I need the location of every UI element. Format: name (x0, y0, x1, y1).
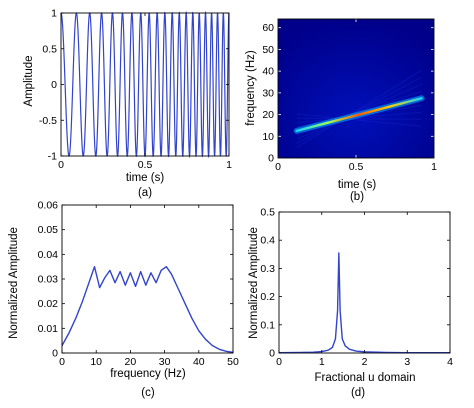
pa-x-tick-label: 1 (226, 159, 232, 171)
panel-c-y-ticks: 0 0.01 0.02 0.03 0.04 0.05 0.06 (38, 200, 59, 360)
panel-c-x-ticks: 0 10 20 30 40 50 (59, 356, 239, 368)
pa-y-tick-label: 0 (51, 79, 57, 91)
pa-x-tick-label: 0.5 (138, 159, 153, 171)
panel-d-y-label: Normalized Amplitude (248, 227, 260, 339)
panel-b-x-label: time (s) (338, 179, 377, 191)
pc-x-tick-label: 0 (59, 356, 65, 368)
pb-axes-frame (277, 18, 435, 159)
pb-y-tick-label: 50 (262, 44, 274, 56)
panel-a-plot-area (60, 10, 230, 159)
pb-x-tick-label: 1 (431, 161, 437, 173)
pd-x-tick-label: 4 (447, 356, 453, 368)
pa-axes-frame (60, 12, 230, 157)
panel-a-label: (a) (138, 187, 152, 199)
panel-c-y-label: Normalized Amplitude (8, 227, 20, 339)
pd-y-tick-label: 0.4 (260, 235, 275, 247)
panel-b-y-label: frequency (Hz) (245, 50, 257, 126)
pb-y-tick-label: 60 (262, 22, 274, 34)
pc-x-tick-label: 40 (193, 356, 205, 368)
pd-x-tick-label: 0 (276, 356, 282, 368)
pc-x-tick-label: 50 (227, 356, 239, 368)
panel-a: -1-0.500.51 0 0.5 1 Amplitude time (s) (a) (23, 8, 232, 200)
pc-x-tick-label: 20 (125, 356, 137, 368)
pa-y-tick-label: -0.5 (39, 115, 57, 127)
pd-y-tick-label: 0.2 (260, 291, 275, 303)
pc-y-tick-label: 0 (52, 348, 58, 360)
pc-axes-frame (61, 204, 234, 354)
panel-c: 0 0.01 0.02 0.03 0.04 0.05 0.06 0 10 20 30 40 50 No… (8, 200, 239, 400)
panel-b-ridge (295, 97, 423, 133)
pc-y-tick-label: 0.02 (38, 298, 59, 310)
pd-axes-frame (278, 211, 451, 354)
pc-y-tick-label: 0.05 (38, 224, 59, 236)
panel-b-interference-line (296, 76, 422, 144)
pa-y-tick-label: 0.5 (42, 43, 57, 55)
pc-x-tick-label: 30 (159, 356, 171, 368)
panel-d-x-label: Fractional u domain (315, 372, 416, 384)
pb-y-tick-label: 40 (262, 66, 274, 78)
panel-b-y-ticks: 0 10 20 30 40 50 60 (262, 22, 274, 164)
panel-a-y-label: Amplitude (23, 55, 35, 106)
panel-c-label: (c) (141, 387, 155, 399)
panel-a-series-line (60, 10, 230, 159)
pb-y-tick-label: 30 (262, 87, 274, 99)
pd-y-tick-label: 0.1 (260, 319, 275, 331)
panel-a-y-ticks: -1 -0.5 0 0.5 1 (39, 8, 57, 163)
pc-y-tick-label: 0.06 (38, 200, 59, 212)
pa-y-tick-label: 1 (51, 8, 57, 20)
pd-y-tick-label: 0.3 (260, 263, 275, 275)
panel-c-x-label: frequency (Hz) (110, 368, 186, 380)
panel-b-heatmap-background (278, 19, 434, 158)
pc-y-tick-label: 0.03 (38, 274, 59, 286)
pc-y-tick-label: 0.04 (38, 249, 59, 261)
panel-d: 0 0.1 0.2 0.3 0.4 0.5 0 1 2 3 4 Normalized Amplit… (248, 207, 453, 400)
pb-x-tick-label: 0 (275, 161, 281, 173)
panel-b-interference-line (296, 69, 422, 149)
pd-x-tick-label: 2 (362, 356, 368, 368)
panel-b-interference-line (296, 117, 422, 120)
panel-c-plot-area (61, 204, 234, 354)
panel-d-label: (d) (351, 387, 365, 399)
panel-b-label: (b) (350, 191, 364, 203)
panel-d-series-line (278, 252, 450, 354)
panel-b-plot-area (277, 18, 435, 159)
panel-c-series-line (61, 265, 234, 353)
pd-y-tick-label: 0.5 (260, 207, 275, 219)
pb-y-tick-label: 20 (262, 109, 274, 121)
panel-a-x-ticks: 0 0.5 1 (58, 159, 232, 171)
pb-y-tick-label: 10 (262, 131, 274, 143)
pa-x-tick-label: 0 (58, 159, 64, 171)
panel-d-plot-area (278, 211, 451, 354)
pc-y-tick-label: 0.01 (38, 323, 59, 335)
panel-d-y-ticks: 0 0.1 0.2 0.3 0.4 0.5 (260, 207, 275, 360)
pd-x-tick-label: 3 (404, 356, 410, 368)
pb-x-tick-label: 0.5 (349, 161, 364, 173)
panel-a-x-label: time (s) (126, 172, 165, 184)
panel-b-x-ticks: 0 0.5 1 (275, 161, 437, 173)
pa-y-tick-label: -1 (48, 151, 57, 163)
panel-b-interference-line (296, 113, 422, 127)
pd-x-tick-label: 1 (319, 356, 325, 368)
panel-d-x-ticks: 0 1 2 3 4 (276, 356, 453, 368)
pc-x-tick-label: 10 (90, 356, 102, 368)
pb-y-tick-label: 0 (268, 153, 274, 165)
pd-y-tick-label: 0 (269, 348, 275, 360)
